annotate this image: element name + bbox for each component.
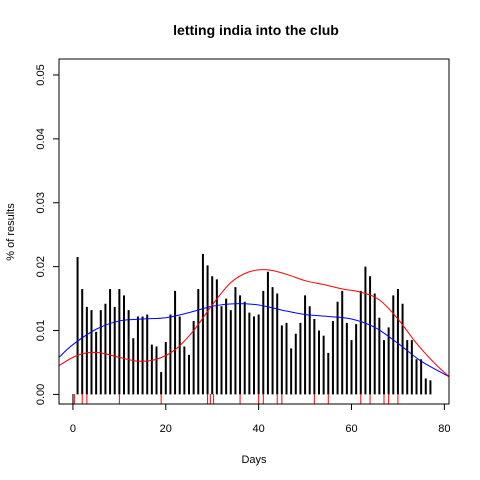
plot-frame: [58, 58, 450, 405]
y-tick-label: 0.02: [35, 256, 47, 277]
trend-line-1: [58, 303, 450, 377]
x-axis: 0 20 40 60 80: [70, 404, 450, 435]
y-axis: 0.00 0.01 0.02 0.03 0.04 0.05: [35, 64, 59, 405]
x-tick-label: 60: [345, 423, 357, 435]
y-tick-label: 0.05: [35, 64, 47, 85]
x-axis-label: Days: [241, 454, 267, 466]
bars: [76, 253, 432, 395]
x-tick-label: 80: [438, 423, 450, 435]
y-tick-label: 0.04: [35, 128, 47, 149]
y-tick-label: 0.00: [35, 384, 47, 405]
x-tick-label: 0: [70, 423, 76, 435]
x-tick-label: 20: [160, 423, 172, 435]
x-tick-label: 40: [253, 423, 265, 435]
y-tick-label: 0.01: [35, 320, 47, 341]
rug-marks: [72, 394, 399, 404]
chart-title: letting india into the club: [173, 22, 339, 38]
y-axis-label: % of results: [5, 203, 17, 261]
trend-line-2: [58, 269, 450, 377]
trend-curves: [58, 269, 450, 377]
y-tick-label: 0.03: [35, 192, 47, 213]
